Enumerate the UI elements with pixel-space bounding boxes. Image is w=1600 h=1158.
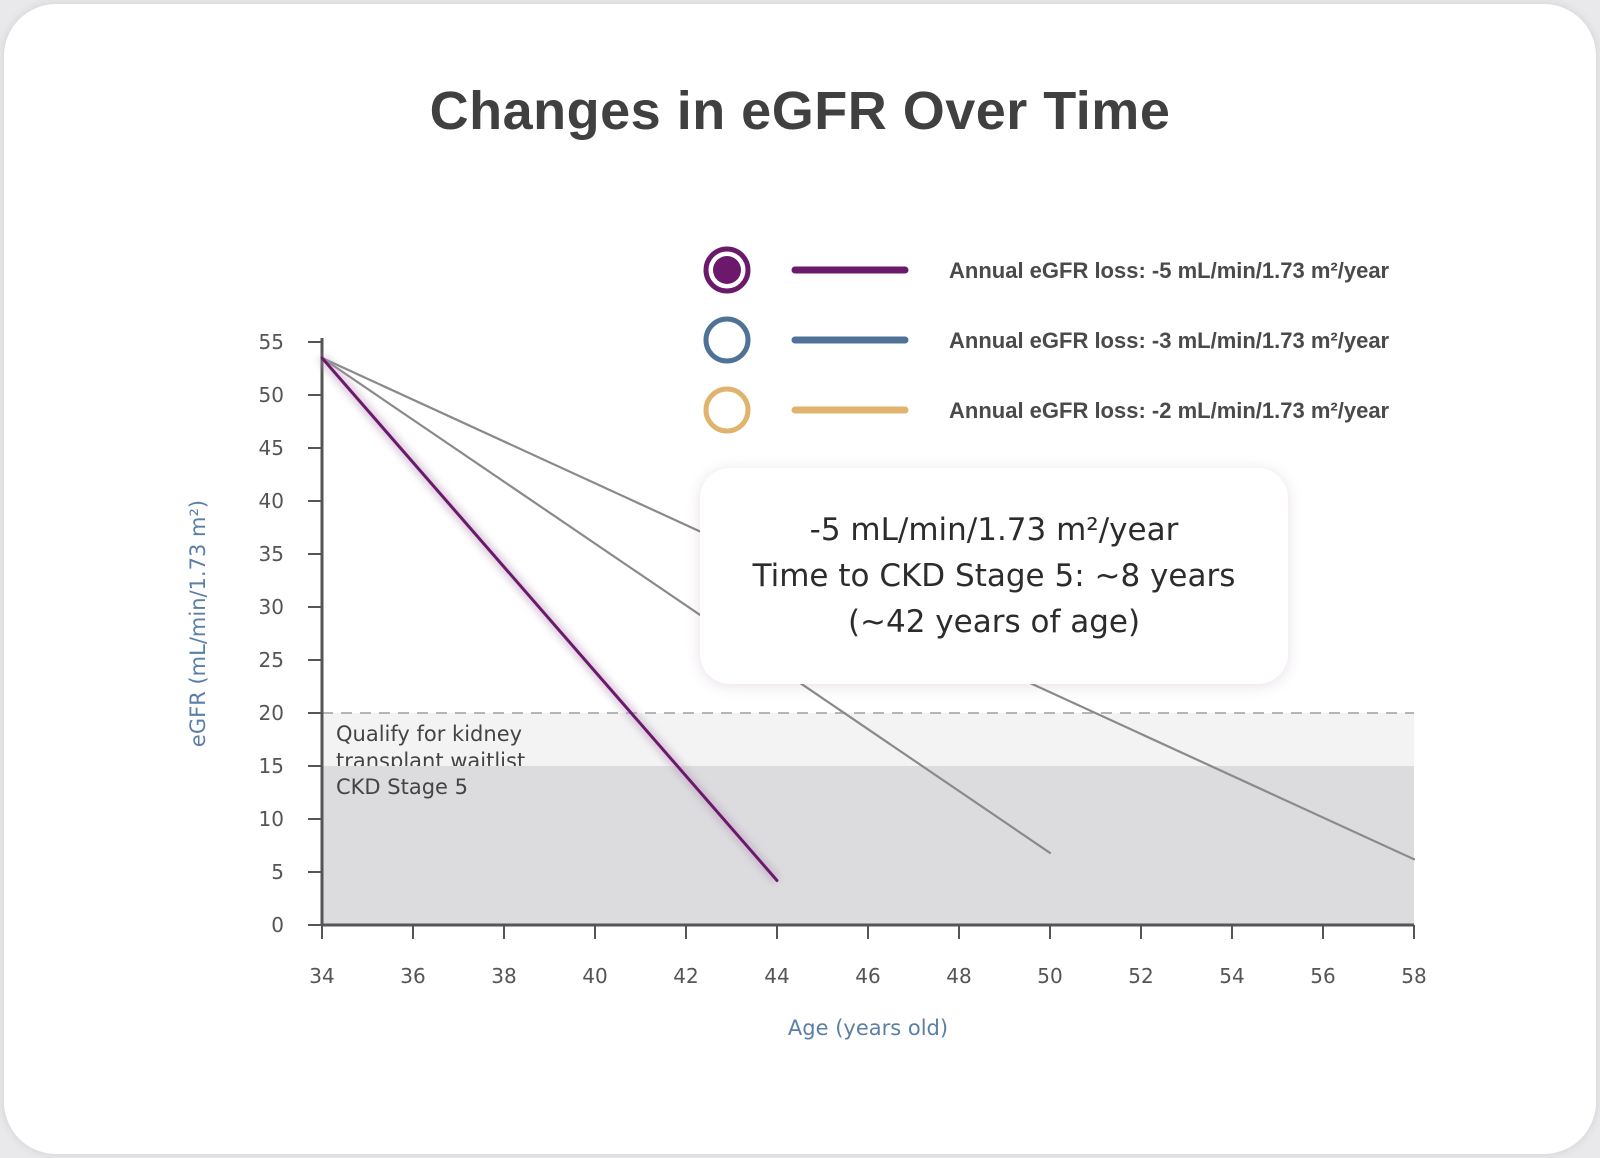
x-axis-title: Age (years old)	[788, 1016, 948, 1040]
legend-label-2: Annual eGFR loss: -2 mL/min/1.73 m²/year	[949, 398, 1390, 423]
y-tick-label-25: 25	[259, 648, 284, 672]
legend-label-0: Annual eGFR loss: -5 mL/min/1.73 m²/year	[949, 258, 1390, 283]
legend-label-1: Annual eGFR loss: -3 mL/min/1.73 m²/year	[949, 328, 1390, 353]
series-line-0	[320, 356, 779, 882]
y-tick-label-35: 35	[259, 542, 284, 566]
x-tick-label-56: 56	[1310, 964, 1335, 988]
zone-label-0-0: Qualify for kidney	[336, 722, 522, 746]
callout-time-to-stage5: Time to CKD Stage 5: ~8 years	[752, 558, 1236, 594]
x-tick-label-34: 34	[309, 964, 334, 988]
y-axis-title: eGFR (mL/min/1.73 m²)	[186, 500, 210, 747]
y-tick-label-20: 20	[259, 701, 284, 725]
chart-title: Changes in eGFR Over Time	[429, 81, 1171, 141]
x-tick-label-42: 42	[673, 964, 698, 988]
y-tick-label-30: 30	[259, 595, 284, 619]
x-tick-label-52: 52	[1128, 964, 1153, 988]
callout-rate: -5 mL/min/1.73 m²/year	[809, 512, 1179, 548]
y-tick-label-5: 5	[271, 860, 284, 884]
x-tick-label-40: 40	[582, 964, 607, 988]
x-tick-label-46: 46	[855, 964, 880, 988]
legend-item-0: Annual eGFR loss: -5 mL/min/1.73 m²/year	[703, 246, 1390, 294]
y-tick-label-15: 15	[259, 754, 284, 778]
y-tick-label-40: 40	[259, 489, 284, 513]
callout-age: (~42 years of age)	[847, 604, 1141, 640]
legend-item-2: Annual eGFR loss: -2 mL/min/1.73 m²/year	[703, 386, 1390, 434]
zone-label-1-0: CKD Stage 5	[336, 775, 468, 799]
x-tick-label-48: 48	[946, 964, 971, 988]
legend-marker-2	[703, 386, 751, 434]
y-tick-label-55: 55	[259, 330, 284, 354]
legend-marker-fill-0	[713, 256, 741, 284]
series-line-1	[320, 356, 1052, 855]
x-tick-label-58: 58	[1401, 964, 1426, 988]
x-tick-label-38: 38	[491, 964, 516, 988]
y-tick-label-10: 10	[259, 807, 284, 831]
x-tick-label-54: 54	[1219, 964, 1244, 988]
legend-item-1: Annual eGFR loss: -3 mL/min/1.73 m²/year	[703, 316, 1390, 364]
y-tick-label-50: 50	[259, 383, 284, 407]
y-tick-label-45: 45	[259, 436, 284, 460]
legend-marker-1	[703, 316, 751, 364]
x-tick-label-36: 36	[400, 964, 425, 988]
y-tick-label-0: 0	[271, 913, 284, 937]
x-tick-label-50: 50	[1037, 964, 1062, 988]
zone-band-0	[322, 713, 1414, 766]
zone-band-1	[322, 766, 1414, 925]
x-tick-label-44: 44	[764, 964, 789, 988]
callout-box: -5 mL/min/1.73 m²/year Time to CKD Stage…	[700, 468, 1288, 684]
